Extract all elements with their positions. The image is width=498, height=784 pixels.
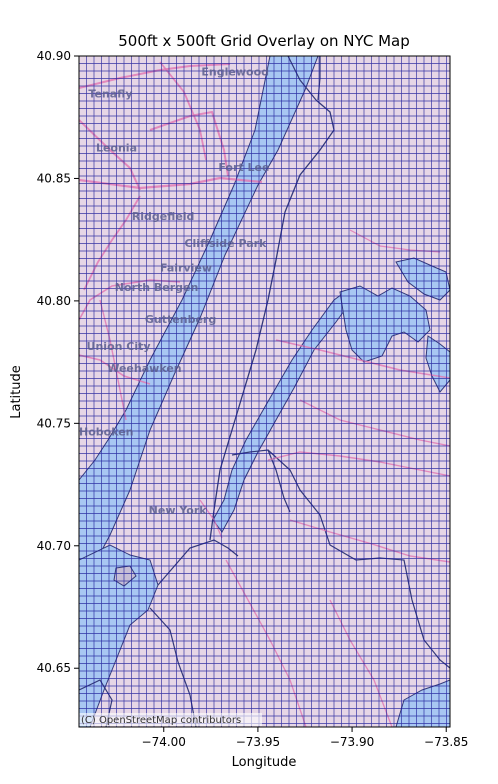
roads: [79, 61, 450, 727]
y-tick-label: 40.75: [37, 416, 71, 430]
place-label: Cliffside Park: [184, 237, 267, 250]
x-tick-label: −73.90: [330, 735, 374, 749]
x-tick-label: −74.00: [142, 735, 186, 749]
y-tick-label: 40.80: [37, 294, 71, 308]
place-label: Guttenberg: [145, 313, 216, 326]
bowery-bay: [395, 257, 450, 301]
place-label: North Bergen: [115, 281, 199, 294]
x-tick-label: −73.85: [424, 735, 468, 749]
manhattan-outline: [209, 99, 335, 541]
plot-frame: [78, 55, 451, 728]
place-label: Englewood: [201, 66, 269, 79]
newtown-creek: [231, 449, 291, 513]
x-axis-label: Longitude: [232, 755, 297, 770]
y-tick-label: 40.85: [37, 171, 71, 185]
grid-lines: [79, 56, 450, 727]
attribution-text: (C) OpenStreetMap contributors: [81, 715, 241, 726]
place-label: Hoboken: [79, 426, 134, 439]
jamaica-bay: [395, 679, 450, 727]
hudson-river: [79, 56, 319, 727]
place-label: Fairview: [160, 262, 212, 275]
attribution-background: [79, 713, 262, 726]
place-label: Fort Lee: [218, 161, 269, 174]
grid-overlay: [79, 56, 450, 727]
place-label: Ridgefield: [132, 210, 195, 223]
y-axis: 40.65 40.70 40.75 40.80 40.85 40.90: [37, 49, 79, 675]
place-label: Union City: [87, 340, 151, 353]
y-tick-label: 40.70: [37, 539, 71, 553]
y-tick-label: 40.65: [37, 661, 71, 675]
map-plot-area[interactable]: Englewood Tenafly Leonia Fort Lee Ridgefield…: [79, 56, 450, 727]
brooklyn-queens-boundary: [267, 449, 450, 669]
place-label: Leonia: [96, 142, 137, 155]
flushing-bay: [339, 285, 431, 363]
x-tick-label: −73.95: [236, 735, 280, 749]
chart-title: 500ft x 500ft Grid Overlay on NYC Map: [118, 32, 409, 50]
y-axis-label: Latitude: [9, 365, 24, 419]
place-labels: Englewood Tenafly Leonia Fort Lee Ridgefield…: [79, 66, 269, 517]
place-label: New York: [149, 504, 208, 517]
y-tick-label: 40.90: [37, 49, 71, 63]
place-label: Weehawken: [107, 362, 181, 375]
x-axis: −74.00 −73.95 −73.90 −73.85: [142, 727, 468, 749]
place-label: Tenafly: [88, 88, 132, 101]
